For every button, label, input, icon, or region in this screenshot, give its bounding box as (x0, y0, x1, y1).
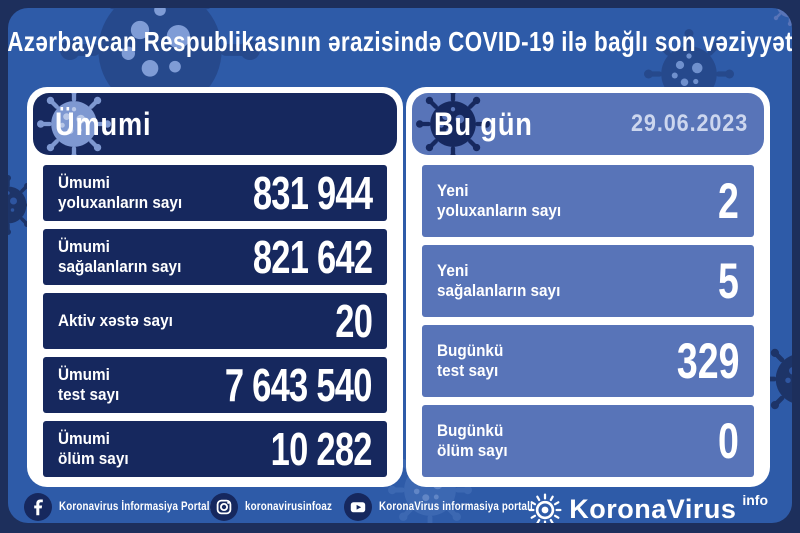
instagram-icon (210, 493, 238, 521)
stat-row-new-recovered: Yeni sağalanların sayı 5 (422, 245, 754, 317)
page-title-text: Azərbaycan Respublikasının ərazisində CO… (8, 26, 792, 57)
stat-value: 10 282 (270, 423, 373, 475)
stat-value: 831 944 (252, 167, 373, 219)
stat-row-total-infected: Ümumi yoluxanların sayı 831 944 (43, 165, 387, 221)
today-rows: Yeni yoluxanların sayı 2 Yeni sağalanlar… (422, 165, 754, 477)
stat-label: Ümumi yoluxanların sayı (58, 172, 183, 212)
youtube-label: KoronaVirus informasiya portalı (379, 501, 533, 513)
today-panel-title: Bu gün (434, 105, 533, 142)
stat-value: 329 (676, 333, 739, 389)
stat-value: 0 (718, 413, 739, 469)
stat-label: Aktiv xəstə sayı (58, 310, 173, 330)
facebook-icon (24, 493, 52, 521)
stat-label: Ümumi test sayı (58, 364, 120, 404)
youtube-icon (344, 493, 372, 521)
stat-label: Bugünkü ölüm sayı (437, 420, 508, 460)
youtube-link[interactable]: KoronaVirus informasiya portalı (344, 493, 560, 521)
stat-value: 821 642 (252, 231, 373, 283)
infographic-canvas: Azərbaycan Respublikasının ərazisində CO… (8, 8, 792, 523)
stat-label: Yeni yoluxanların sayı (437, 180, 562, 220)
logo-text: KoronaVirus (569, 494, 737, 523)
stat-value: 20 (335, 295, 373, 347)
facebook-link[interactable]: Koronavirus İnformasiya Portalı (24, 493, 240, 521)
virus-decoration-icon (768, 8, 792, 26)
stat-row-today-tests: Bugünkü test sayı 329 (422, 325, 754, 397)
stat-row-total-deaths: Ümumi ölüm sayı 10 282 (43, 421, 387, 477)
stat-row-active-cases: Aktiv xəstə sayı 20 (43, 293, 387, 349)
instagram-label: koronavirusinfoaz (245, 501, 333, 513)
stat-value: 5 (718, 253, 739, 309)
today-stats-panel: Bu gün 29.06.2023 Yeni yoluxanların sayı… (406, 87, 770, 487)
stat-row-new-infected: Yeni yoluxanların sayı 2 (422, 165, 754, 237)
stat-label: Ümumi sağalanların sayı (58, 236, 182, 276)
overall-panel-header: Ümumi (33, 93, 397, 155)
facebook-label: Koronavirus İnformasiya Portalı (59, 501, 213, 513)
stat-row-today-deaths: Bugünkü ölüm sayı 0 (422, 405, 754, 477)
instagram-link[interactable]: koronavirusinfoaz (210, 493, 347, 521)
overall-rows: Ümumi yoluxanların sayı 831 944 Ümumi sa… (43, 165, 387, 477)
report-date: 29.06.2023 (630, 110, 748, 137)
stat-row-total-tests: Ümumi test sayı 7 643 540 (43, 357, 387, 413)
koronavirus-info-logo: KoronaVirus info (527, 491, 768, 523)
overall-stats-panel: Ümumi Ümumi yoluxanların sayı 831 944 Üm… (27, 87, 403, 487)
stat-label: Ümumi ölüm sayı (58, 428, 129, 468)
today-panel-header: Bu gün 29.06.2023 (412, 93, 764, 155)
stat-row-total-recovered: Ümumi sağalanların sayı 821 642 (43, 229, 387, 285)
logo-suffix: info (742, 492, 768, 508)
stat-label: Yeni sağalanların sayı (437, 260, 561, 300)
stat-value: 2 (718, 173, 739, 229)
stat-label: Bugünkü test sayı (437, 340, 504, 380)
overall-panel-title: Ümumi (55, 105, 152, 142)
stat-value: 7 643 540 (225, 359, 372, 411)
koronavirus-logo-icon (527, 492, 563, 523)
